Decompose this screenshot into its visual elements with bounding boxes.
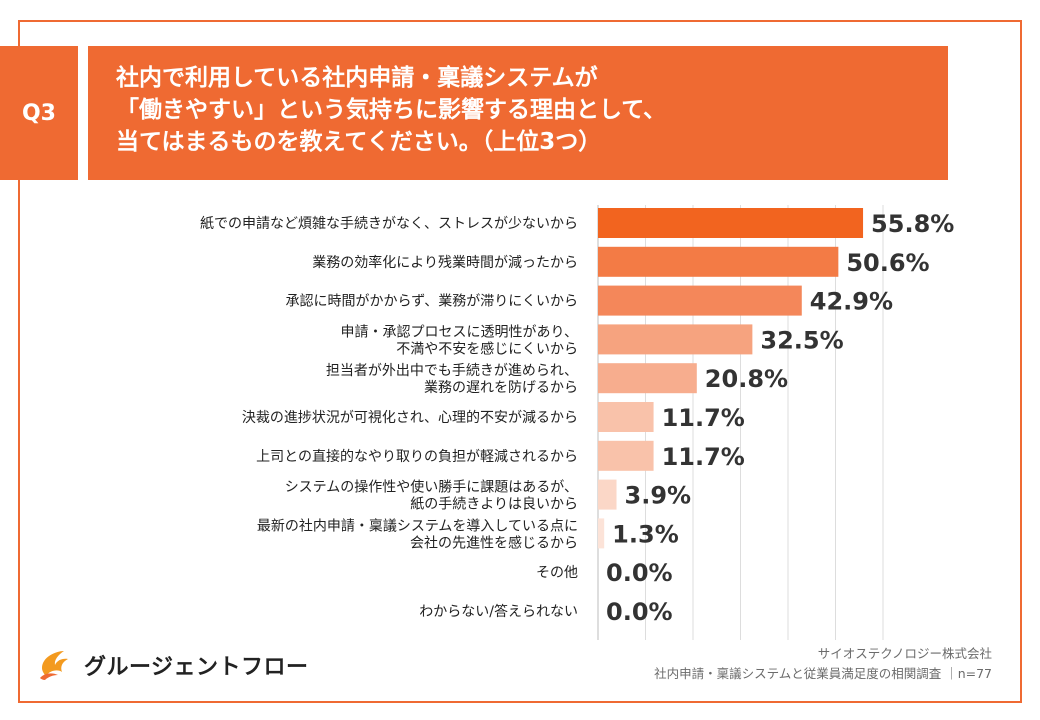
category-label: 決裁の進捗状況が可視化され、心理的不安が減るから: [242, 409, 578, 426]
bar: [598, 285, 802, 316]
gridlines: [597, 205, 884, 640]
question-number: Q3: [21, 100, 56, 126]
title-line-3: 当てはまるものを教えてください。（上位3つ）: [116, 129, 602, 155]
value-label: 11.7%: [662, 404, 745, 432]
question-badge: Q3: [0, 46, 78, 180]
value-label: 32.5%: [760, 326, 843, 354]
category-label: 担当者が外出中でも手続きが進められ、業務の遅れを防げるから: [326, 362, 578, 396]
category-label: 最新の社内申請・稟議システムを導入している点に会社の先進性を感じるから: [257, 517, 578, 551]
category-label: 申請・承認プロセスに透明性があり、不満や不安を感じにくいから: [341, 324, 578, 357]
chart-frame: [18, 20, 1022, 703]
footer-survey: 社内申請・稟議システムと従業員満足度の相関調査 ｜n=77: [654, 666, 992, 681]
bar: [598, 208, 864, 238]
category-label: その他: [536, 565, 578, 581]
footer-company: サイオステクノロジー株式会社: [817, 646, 992, 661]
category-label: システムの操作性や使い勝手に課題はあるが、紙の手続きよりは良いから: [285, 479, 578, 513]
title-line-1: 社内で利用している社内申請・稟議システムが: [116, 65, 598, 91]
flame-logo-icon: [40, 651, 68, 680]
value-label: 50.6%: [846, 249, 929, 277]
value-label: 0.0%: [606, 598, 673, 626]
brand-name: グルージェントフロー: [84, 655, 309, 680]
value-label: 3.9%: [625, 482, 692, 510]
category-label: わからない/答えられない: [419, 603, 578, 620]
bar: [598, 246, 839, 277]
value-label: 20.8%: [705, 365, 788, 393]
bar: [598, 402, 654, 432]
value-label: 0.0%: [606, 559, 673, 587]
brand-logo: グルージェントフロー: [36, 648, 309, 682]
bar: [598, 518, 605, 549]
category-label: 承認に時間がかからず、業務が滞りにくいから: [286, 294, 578, 310]
category-label: 業務の効率化により残業時間が減ったから: [312, 254, 578, 271]
category-label: 上司との直接的なやり取りの負担が軽減されるから: [256, 448, 578, 465]
bar: [598, 440, 654, 471]
value-label: 55.8%: [871, 210, 954, 238]
bar: [598, 324, 753, 355]
bar: [598, 479, 617, 510]
question-title: 社内で利用している社内申請・稟議システムが 「働きやすい」という気持ちに影響する…: [88, 46, 948, 180]
footer-credit: サイオステクノロジー株式会社 社内申請・稟議システムと従業員満足度の相関調査 ｜…: [654, 644, 992, 684]
category-label: 紙での申請など煩雑な手続きがなく、ストレスが少ないから: [200, 215, 578, 232]
bar: [598, 363, 697, 394]
title-line-2: 「働きやすい」という気持ちに影響する理由として、: [116, 97, 667, 123]
value-label: 11.7%: [662, 443, 745, 471]
value-label: 42.9%: [810, 288, 893, 316]
value-label: 1.3%: [612, 520, 679, 548]
